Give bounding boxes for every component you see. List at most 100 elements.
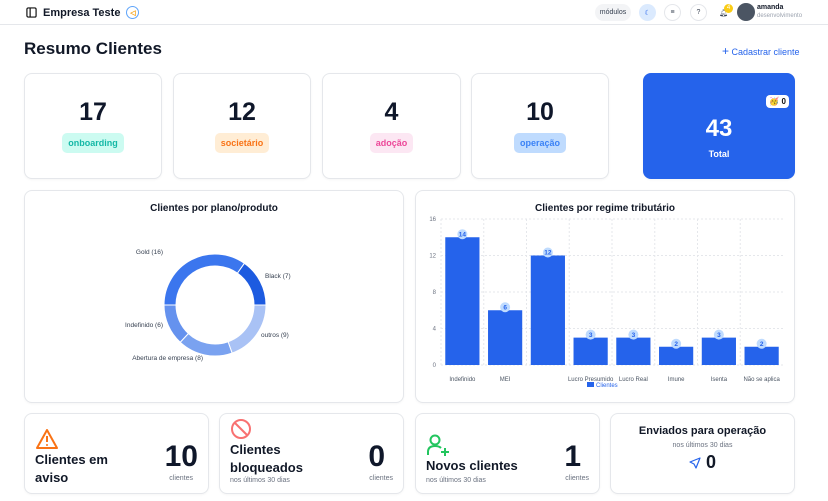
total-label: Total — [708, 149, 730, 159]
y-tick-label: 12 — [429, 254, 436, 260]
x-tick-label: Lucro Real — [619, 377, 648, 383]
donut-slice — [179, 332, 233, 357]
bar — [744, 346, 779, 365]
data-label: 12 — [544, 250, 552, 257]
stat-value: 17 — [79, 98, 107, 126]
help-icon[interactable]: ? — [690, 4, 707, 21]
card-value: 0 — [368, 440, 385, 473]
stat-value: 12 — [228, 98, 256, 126]
x-tick-label: MEI — [500, 377, 511, 383]
bar — [701, 337, 736, 365]
company-name[interactable]: Empresa Teste — [43, 6, 121, 19]
bar — [659, 346, 694, 365]
card-subtitle: nos últimos 30 dias — [426, 477, 486, 484]
legend-swatch — [587, 382, 594, 387]
user-plus-icon — [427, 434, 449, 456]
donut-slice — [227, 304, 267, 354]
card-subtitle: nos últimos 30 dias — [672, 442, 733, 449]
donut-slice — [236, 262, 267, 306]
data-label: 2 — [760, 341, 764, 348]
donut-label: Black (7) — [265, 273, 291, 280]
data-label-bg — [585, 329, 596, 340]
card-title: Novos clientes — [426, 458, 518, 473]
bar — [530, 255, 565, 365]
bar — [616, 337, 651, 365]
stat-card-societario[interactable]: 12 societário — [173, 73, 311, 179]
data-label-bg — [713, 329, 724, 340]
donut-chart-card: Clientes por plano/produto Gold (16) Blac… — [24, 190, 404, 403]
donut-chart: Gold (16) Black (7) outros (9) Abertura de … — [125, 249, 291, 362]
party-icon: 🥳 — [769, 97, 780, 106]
stat-label: onboarding — [62, 133, 124, 153]
x-tick-label: Isenta — [711, 377, 728, 383]
stat-value: 10 — [526, 98, 554, 126]
data-label: 3 — [717, 332, 721, 339]
card-subtitle: nos últimos 30 dias — [230, 477, 290, 484]
user-role: desenvolvimento — [757, 13, 803, 19]
clientes-bloqueados-card[interactable]: Clientes bloqueados nos últimos 30 dias … — [219, 413, 404, 494]
sidebar-toggle-icon[interactable] — [26, 7, 37, 18]
x-tick-label: Indefinido — [449, 377, 476, 383]
card-value: 0 — [705, 452, 716, 472]
stat-label: adoção — [369, 133, 414, 153]
total-card[interactable]: 🥳 0 43 Total — [643, 73, 795, 179]
data-label-bg — [542, 247, 553, 258]
birthday-badge[interactable]: 🥳 0 — [766, 95, 789, 108]
add-client-button[interactable]: + Cadastrar cliente — [722, 44, 800, 58]
chart-title: Clientes por regime tributário — [534, 203, 676, 214]
data-label-bg — [756, 338, 767, 349]
add-client-label: Cadastrar cliente — [731, 47, 800, 57]
novos-clientes-card[interactable]: Novos clientes nos últimos 30 dias 1 cli… — [415, 413, 600, 494]
modules-button[interactable]: módulos — [595, 4, 631, 21]
stat-card-adocao[interactable]: 4 adoção — [322, 73, 461, 179]
stat-card-operacao[interactable]: 10 operação — [471, 73, 609, 179]
page-title: Resumo Clientes — [24, 39, 162, 58]
card-unit: clientes — [369, 475, 393, 482]
donut-label: outros (9) — [261, 332, 289, 339]
card-value: 1 — [564, 440, 581, 473]
avatar[interactable] — [737, 3, 755, 21]
bar-chart: 0 4 8 12 16 14 Indefinido 6 MEI 12 3 Lucro Presumid… — [429, 217, 783, 389]
x-tick-label: Lucro Presumido — [568, 377, 614, 383]
clientes-em-aviso-card[interactable]: Clientes em aviso 10 clientes — [24, 413, 209, 494]
stat-card-onboarding[interactable]: 17 onboarding — [24, 73, 162, 179]
data-label-bg — [671, 338, 682, 349]
warning-icon — [36, 429, 58, 449]
top-header: Empresa Teste ◁ módulos ☾ ≡ ? 🔔︎ 4 amand… — [0, 0, 828, 25]
enviados-operacao-card[interactable]: Enviados para operação nos últimos 30 di… — [610, 413, 795, 494]
stat-label: operação — [513, 133, 567, 153]
stat-label: societário — [214, 133, 270, 153]
company-logo-icon: ◁ — [126, 6, 140, 19]
y-tick-label: 4 — [433, 327, 437, 333]
bar — [445, 237, 480, 365]
blocked-icon — [231, 419, 251, 439]
brand: Empresa Teste ◁ — [26, 6, 140, 19]
x-tick-label: Imune — [668, 377, 685, 383]
data-label: 2 — [674, 341, 678, 348]
user-name: amanda — [757, 4, 784, 11]
donut-slice — [163, 253, 246, 306]
data-label-bg — [500, 302, 511, 313]
send-icon — [689, 456, 701, 469]
bar — [488, 310, 523, 365]
card-unit: clientes — [169, 475, 193, 482]
data-label: 3 — [632, 332, 636, 339]
donut-label: Gold (16) — [136, 249, 163, 256]
plus-icon: + — [722, 44, 730, 58]
y-tick-label: 8 — [433, 290, 437, 296]
badge-count: 0 — [781, 97, 786, 106]
donut-slice — [163, 304, 190, 343]
theme-toggle-button[interactable]: ☾ — [639, 4, 656, 21]
x-tick-label: Não se aplica — [743, 377, 780, 383]
bar-chart-card: Clientes por regime tributário 0 4 8 12 16 14… — [415, 190, 795, 403]
bell-icon[interactable]: 🔔︎ — [719, 9, 728, 17]
stat-value: 4 — [384, 98, 399, 126]
data-label-bg — [457, 229, 468, 240]
menu-icon[interactable]: ≡ — [664, 4, 681, 21]
data-label: 3 — [589, 332, 593, 339]
card-title: Clientes bloqueados — [230, 442, 303, 475]
data-label: 6 — [503, 304, 507, 311]
donut-label: Abertura de empresa (8) — [132, 355, 203, 362]
card-value: 10 — [164, 440, 198, 473]
card-title: Enviados para operação — [638, 425, 767, 437]
